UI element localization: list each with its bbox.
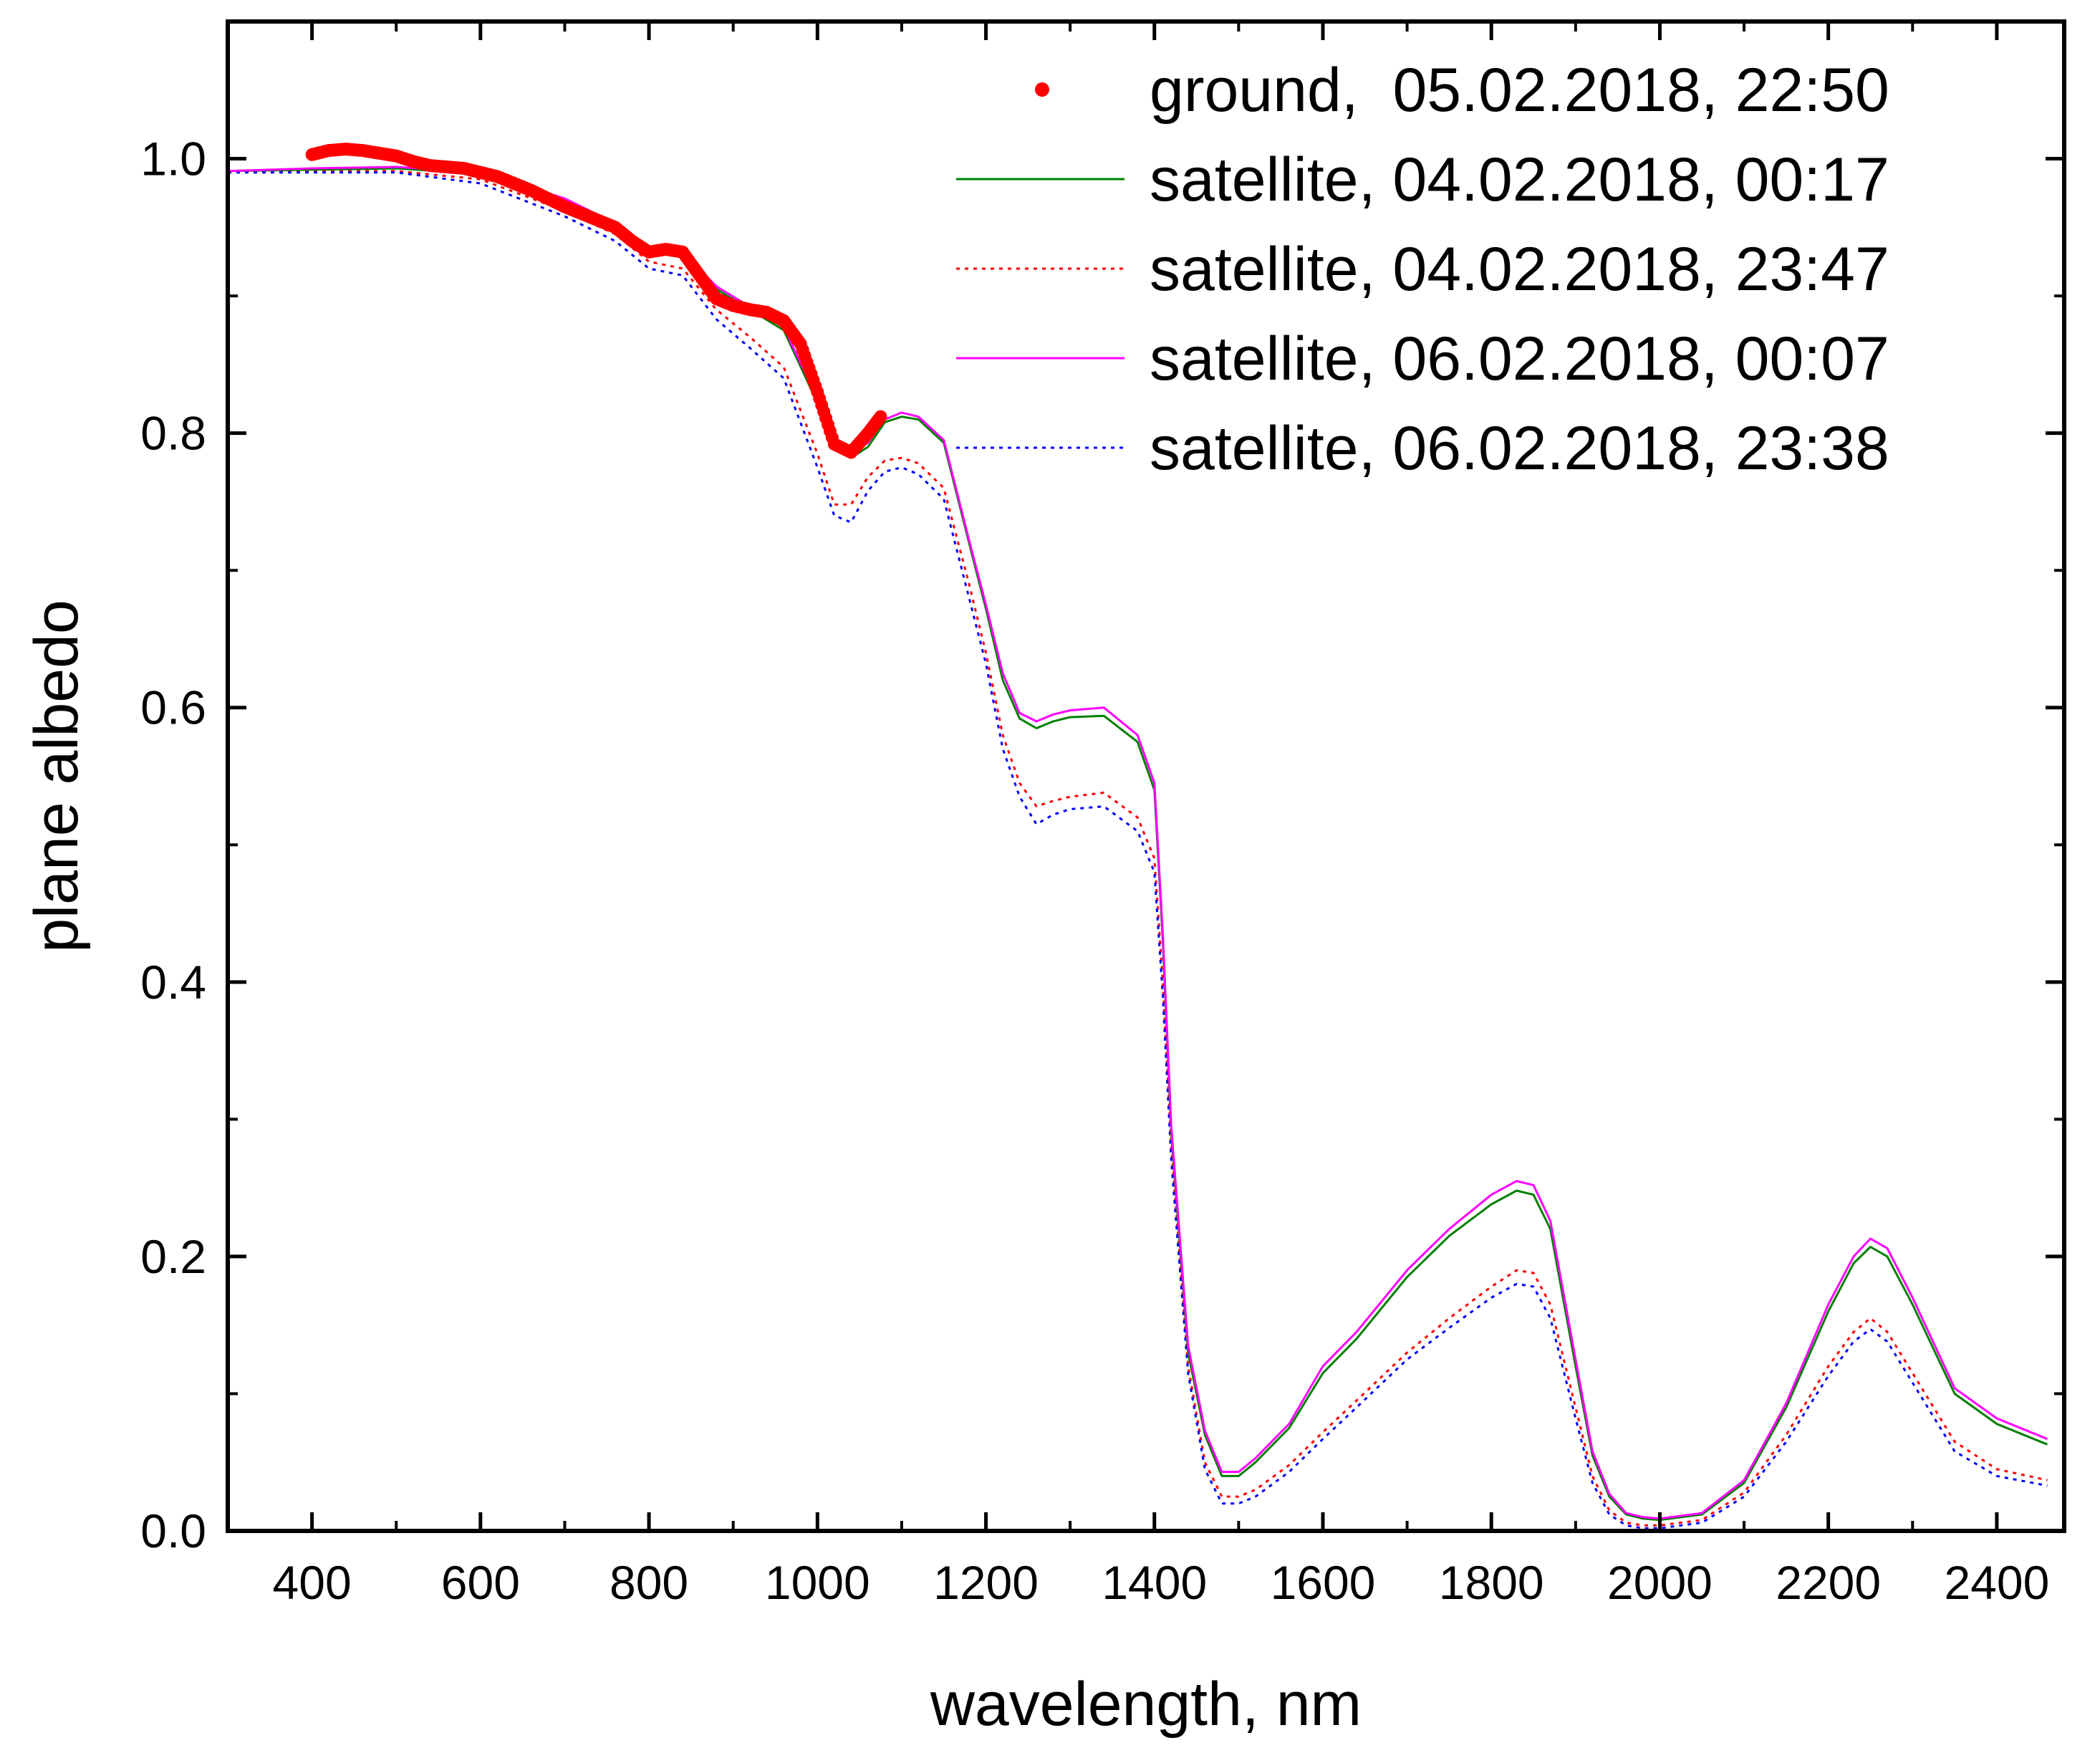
ground-data-point: [874, 410, 887, 423]
legend: ground, 05.02.2018, 22:50 satellite, 04.0…: [956, 56, 1889, 483]
legend-label-0: ground, 05.02.2018, 22:50: [1150, 56, 1889, 125]
legend-label-1: satellite, 04.02.2018, 00:17: [1150, 145, 1889, 214]
legend-label-4: satellite, 06.02.2018, 23:38: [1150, 414, 1889, 483]
series-layer: [227, 143, 2048, 1529]
x-tick-label: 1000: [765, 1556, 870, 1609]
x-tick-label: 1400: [1102, 1556, 1207, 1609]
x-tick-label: 600: [441, 1556, 520, 1609]
series-line-4: [228, 171, 2048, 1529]
plot-frame: [226, 19, 2066, 1533]
x-tick-label: 2200: [1776, 1556, 1881, 1609]
x-tick-label: 1600: [1271, 1556, 1376, 1609]
ground-series-markers: [305, 143, 887, 459]
y-tick-label: 0.4: [140, 956, 206, 1009]
x-tick-label: 400: [273, 1556, 352, 1609]
x-tick-label: 1800: [1439, 1556, 1544, 1609]
ticks-layer: 400 600 800 1000 1200 1400 1600 1800 2000 2200 240…: [140, 20, 2064, 1609]
legend-label-3: satellite, 06.02.2018, 00:07: [1150, 325, 1889, 393]
y-axis-title: plane albedo: [22, 600, 91, 953]
legend-marker-0: [1035, 82, 1049, 97]
x-tick-label: 2000: [1607, 1556, 1713, 1609]
x-tick-label: 2400: [1944, 1556, 2049, 1609]
x-axis-title: wavelength, nm: [930, 1670, 1362, 1739]
y-tick-label: 0.2: [140, 1230, 206, 1283]
y-tick-label: 0.0: [140, 1504, 206, 1557]
x-tick-label: 800: [610, 1556, 688, 1609]
x-tick-label: 1200: [933, 1556, 1039, 1609]
y-tick-label: 0.8: [140, 407, 206, 460]
y-tick-label: 0.6: [140, 681, 206, 734]
legend-label-2: satellite, 04.02.2018, 23:47: [1150, 235, 1889, 304]
y-tick-label: 1.0: [140, 133, 206, 186]
